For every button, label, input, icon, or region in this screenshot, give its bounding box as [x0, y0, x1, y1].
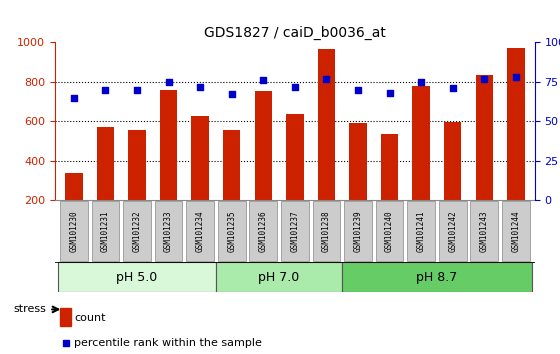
- Bar: [312, 201, 340, 261]
- Bar: [381, 134, 398, 239]
- Bar: [65, 173, 82, 239]
- Bar: [255, 91, 272, 239]
- Bar: [439, 201, 466, 261]
- Bar: [58, 262, 216, 292]
- Point: [227, 92, 236, 97]
- Bar: [216, 262, 342, 292]
- Bar: [123, 201, 151, 261]
- Text: stress: stress: [13, 304, 46, 314]
- Bar: [342, 262, 531, 292]
- Text: pH 8.7: pH 8.7: [416, 270, 458, 284]
- Point: [511, 74, 520, 80]
- Point: [353, 87, 362, 93]
- Text: count: count: [74, 313, 106, 323]
- Text: pH 5.0: pH 5.0: [116, 270, 157, 284]
- Point: [417, 79, 426, 85]
- Point: [385, 90, 394, 96]
- Text: GSM101241: GSM101241: [417, 210, 426, 252]
- Bar: [249, 201, 277, 261]
- Text: GSM101239: GSM101239: [353, 210, 362, 252]
- Text: GSM101230: GSM101230: [69, 210, 78, 252]
- Bar: [470, 201, 498, 261]
- Point: [164, 79, 173, 85]
- Bar: [407, 201, 435, 261]
- Point: [69, 95, 78, 101]
- Bar: [186, 201, 214, 261]
- Text: GSM101232: GSM101232: [133, 210, 142, 252]
- Text: percentile rank within the sample: percentile rank within the sample: [74, 338, 262, 348]
- Point: [480, 76, 489, 81]
- Point: [101, 87, 110, 93]
- Bar: [444, 122, 461, 239]
- Text: GSM101244: GSM101244: [511, 210, 520, 252]
- Bar: [218, 201, 246, 261]
- Text: GSM101235: GSM101235: [227, 210, 236, 252]
- Text: GSM101243: GSM101243: [480, 210, 489, 252]
- Bar: [223, 130, 240, 239]
- Bar: [97, 127, 114, 239]
- Bar: [91, 201, 119, 261]
- Bar: [192, 116, 209, 239]
- Bar: [376, 201, 403, 261]
- Bar: [502, 201, 530, 261]
- Bar: [128, 130, 146, 239]
- Title: GDS1827 / caiD_b0036_at: GDS1827 / caiD_b0036_at: [204, 26, 386, 40]
- Text: GSM101238: GSM101238: [322, 210, 331, 252]
- Bar: [286, 114, 304, 239]
- Bar: [160, 90, 177, 239]
- Bar: [155, 201, 183, 261]
- Bar: [475, 75, 493, 239]
- Bar: [507, 48, 525, 239]
- Text: GSM101231: GSM101231: [101, 210, 110, 252]
- Text: GSM101236: GSM101236: [259, 210, 268, 252]
- Bar: [60, 201, 88, 261]
- Point: [133, 87, 142, 93]
- Point: [195, 84, 204, 90]
- Text: pH 7.0: pH 7.0: [258, 270, 300, 284]
- Text: GSM101242: GSM101242: [448, 210, 457, 252]
- Text: GSM101234: GSM101234: [195, 210, 204, 252]
- Point: [290, 84, 299, 90]
- Point: [448, 85, 457, 91]
- Text: GSM101240: GSM101240: [385, 210, 394, 252]
- Bar: [413, 86, 430, 239]
- Bar: [60, 308, 71, 326]
- Bar: [318, 49, 335, 239]
- Text: GSM101233: GSM101233: [164, 210, 173, 252]
- Point: [322, 76, 331, 81]
- Bar: [349, 123, 367, 239]
- Bar: [344, 201, 372, 261]
- Point: [259, 78, 268, 83]
- Bar: [281, 201, 309, 261]
- Text: GSM101237: GSM101237: [290, 210, 300, 252]
